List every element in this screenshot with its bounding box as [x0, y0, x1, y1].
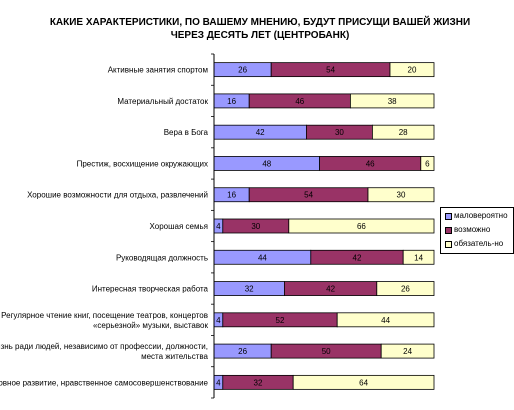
- data-label-5-1: 30: [251, 222, 260, 231]
- chart-title: КАКИЕ ХАРАКТЕРИСТИКИ, ПО ВАШЕМУ МНЕНИЮ, …: [49, 17, 471, 41]
- category-label-8-0: Регулярное чтение книг, посещение театро…: [1, 311, 208, 320]
- data-label-6-0: 44: [258, 253, 267, 262]
- data-label-2-0: 42: [256, 128, 265, 137]
- data-label-8-0: 4: [216, 316, 221, 325]
- data-label-9-0: 26: [238, 347, 247, 356]
- category-label-6: Руководящая должность: [116, 253, 208, 262]
- data-label-3-2: 6: [425, 159, 430, 168]
- category-label-4: Хорошие возможности для отдыха, развлече…: [27, 191, 208, 200]
- bar-5-2: [288, 218, 435, 234]
- legend: маловероятно возможно обязатель-но: [440, 207, 514, 254]
- bar-7-2: [376, 281, 435, 296]
- data-label-6-1: 42: [353, 253, 362, 262]
- category-label-7: Интересная творческая работа: [92, 285, 209, 294]
- category-label-0: Активные занятия спортом: [108, 66, 208, 75]
- data-label-10-2: 64: [359, 378, 368, 387]
- data-label-5-0: 4: [216, 222, 221, 231]
- bar-3-2: [420, 156, 435, 171]
- bar-2-2: [371, 124, 435, 140]
- bar-0-2: [389, 62, 435, 78]
- data-label-2-1: 30: [335, 128, 344, 137]
- data-label-9-1: 50: [322, 347, 331, 356]
- data-label-1-1: 46: [295, 97, 304, 106]
- category-label-5: Хорошая семья: [150, 222, 208, 231]
- data-label-1-0: 16: [227, 97, 236, 106]
- data-label-10-0: 4: [216, 378, 221, 387]
- data-label-8-1: 52: [276, 316, 285, 325]
- legend-swatch-0: [445, 213, 452, 220]
- data-label-7-0: 32: [245, 285, 254, 294]
- data-label-1-2: 38: [388, 97, 397, 106]
- data-label-10-1: 32: [254, 378, 263, 387]
- bar-6-2: [402, 249, 435, 265]
- category-label-3: Престиж, восхищение окружающих: [77, 159, 208, 168]
- legend-swatch-2: [445, 241, 452, 248]
- data-label-6-2: 14: [414, 253, 423, 262]
- data-label-8-2: 44: [381, 316, 390, 325]
- data-label-4-2: 30: [397, 191, 406, 200]
- data-label-9-2: 24: [403, 347, 412, 356]
- data-label-0-2: 20: [408, 66, 417, 75]
- category-label-1: Материальный достаток: [117, 97, 208, 106]
- data-label-7-2: 26: [401, 285, 410, 294]
- category-label-8-1: «серьезной» музыки, выставок: [93, 321, 209, 330]
- legend-label-1: возможно: [454, 225, 491, 234]
- data-label-3-1: 46: [366, 159, 375, 168]
- data-label-2-2: 28: [399, 128, 408, 137]
- data-label-7-1: 42: [326, 285, 335, 294]
- legend-swatch-1: [445, 227, 452, 234]
- category-label-10: Духовное развитие, нравственное самосове…: [0, 378, 209, 387]
- data-label-5-2: 66: [357, 222, 366, 231]
- data-label-0-0: 26: [238, 66, 247, 75]
- category-label-2: Вера в Бога: [164, 128, 209, 137]
- bar-8-2: [336, 312, 435, 328]
- bar-9-2: [380, 343, 435, 359]
- data-label-0-1: 54: [326, 66, 335, 75]
- data-label-4-1: 54: [304, 191, 313, 200]
- data-label-3-0: 48: [262, 159, 271, 168]
- bar-1-2: [349, 93, 435, 109]
- bar-10-2: [292, 374, 435, 390]
- data-label-4-0: 16: [227, 191, 236, 200]
- bar-4-2: [367, 187, 435, 203]
- legend-label-0: маловероятно: [454, 211, 508, 220]
- category-label-9-1: места жительства: [141, 352, 208, 361]
- category-label-9-0: Жизнь ради людей, независимо от професси…: [0, 342, 208, 351]
- legend-label-2: обязатель-но: [454, 239, 504, 248]
